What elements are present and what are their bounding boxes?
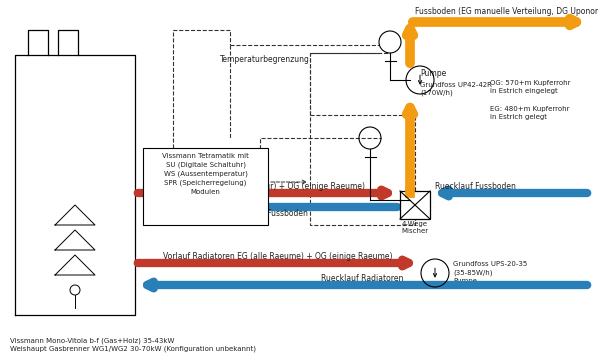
Bar	[143, 148, 268, 225]
Text: Vissmann Mono-Vitola b-f (Gas+Holz) 35-43kW
Weishaupt Gasbrenner WG1/WG2 30-70kW: Vissmann Mono-Vitola b-f (Gas+Holz) 35-4…	[10, 337, 256, 352]
Text: Pumpe: Pumpe	[420, 69, 446, 78]
Text: Vissmann Tetramatik mit
SU (Digitale Schaltuhr)
WS (Aussentemperatur)
SPR (Speic: Vissmann Tetramatik mit SU (Digitale Sch…	[162, 153, 249, 195]
Text: Temperaturbegrenzung: Temperaturbegrenzung	[220, 55, 310, 64]
Text: 4-Wege
Mischer: 4-Wege Mischer	[401, 221, 428, 234]
Text: Fussboden (EG manuelle Verteilung, DG Uponor Funk): Fussboden (EG manuelle Verteilung, DG Up…	[415, 7, 600, 16]
Text: OG: 570+m Kupferrohr
in Estrich eingelegt

EG: 480+m Kupferrohr
in Estrich geleg: OG: 570+m Kupferrohr in Estrich eingeleg…	[490, 80, 571, 120]
Text: Ruecklauf Fussboden: Ruecklauf Fussboden	[435, 182, 516, 191]
Text: Ruecklauf Fussboden: Ruecklauf Fussboden	[227, 209, 308, 218]
Text: Vorlauf Radiatoren EG (alle Raeume) + OG (einige Raeume): Vorlauf Radiatoren EG (alle Raeume) + OG…	[163, 252, 393, 261]
Bar	[310, 115, 415, 225]
Text: Grundfoss UP42-42R
(170W/h): Grundfoss UP42-42R (170W/h)	[420, 82, 492, 95]
Bar	[400, 191, 430, 219]
Text: Ruecklauf Radiatoren: Ruecklauf Radiatoren	[322, 274, 404, 283]
Text: Grundfoss UPS-20-35
(35-85W/h)
Pumpe: Grundfoss UPS-20-35 (35-85W/h) Pumpe	[453, 261, 527, 284]
Text: Vorlauf Fussboden EG (Flur) + OG (einige Raeume): Vorlauf Fussboden EG (Flur) + OG (einige…	[170, 182, 365, 191]
